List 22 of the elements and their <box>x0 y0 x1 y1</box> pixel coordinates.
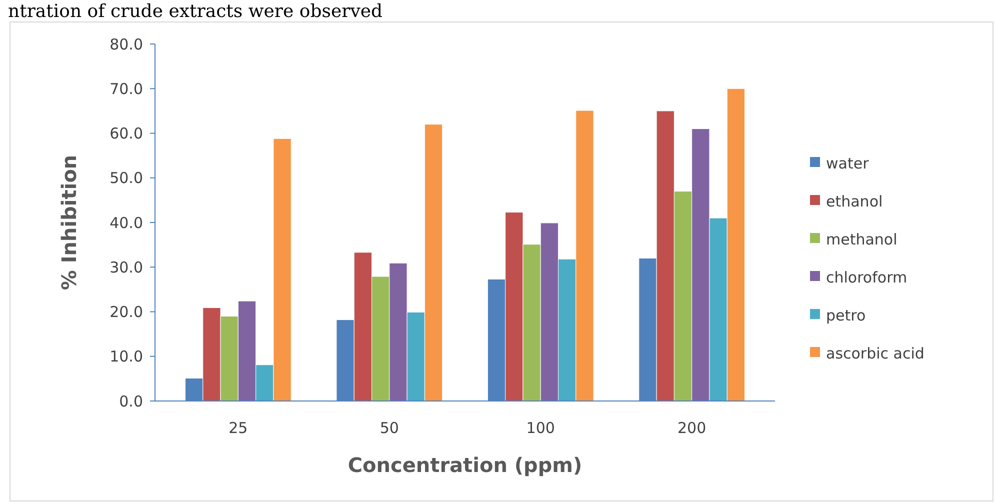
legend-label: water <box>826 154 870 172</box>
y-tick-label: 30.0 <box>110 258 143 276</box>
x-axis-title: Concentration (ppm) <box>348 453 582 477</box>
y-tick-label: 0.0 <box>119 392 143 410</box>
legend-label: ethanol <box>826 192 883 210</box>
y-tick-label: 70.0 <box>110 80 143 98</box>
y-tick-label: 60.0 <box>110 124 143 142</box>
x-tick-label: 100 <box>526 419 555 437</box>
y-tick-label: 80.0 <box>110 35 143 54</box>
y-axis-title: % Inhibition <box>57 154 81 290</box>
x-tick-label: 50 <box>380 419 399 437</box>
legend-label: petro <box>826 306 866 324</box>
x-tick-label: 25 <box>228 419 248 437</box>
y-tick-label: 40.0 <box>110 214 143 232</box>
text: ntration of crude extracts were observed <box>8 1 383 22</box>
x-tick-label: 200 <box>678 419 706 437</box>
y-tick-label: 50.0 <box>110 169 143 188</box>
y-tick-label: 10.0 <box>110 348 143 366</box>
y-tick-label: 20.0 <box>110 303 143 321</box>
legend-label: chloroform <box>826 268 908 286</box>
legend-label: ascorbic acid <box>826 344 924 362</box>
legend-label: methanol <box>826 230 898 248</box>
